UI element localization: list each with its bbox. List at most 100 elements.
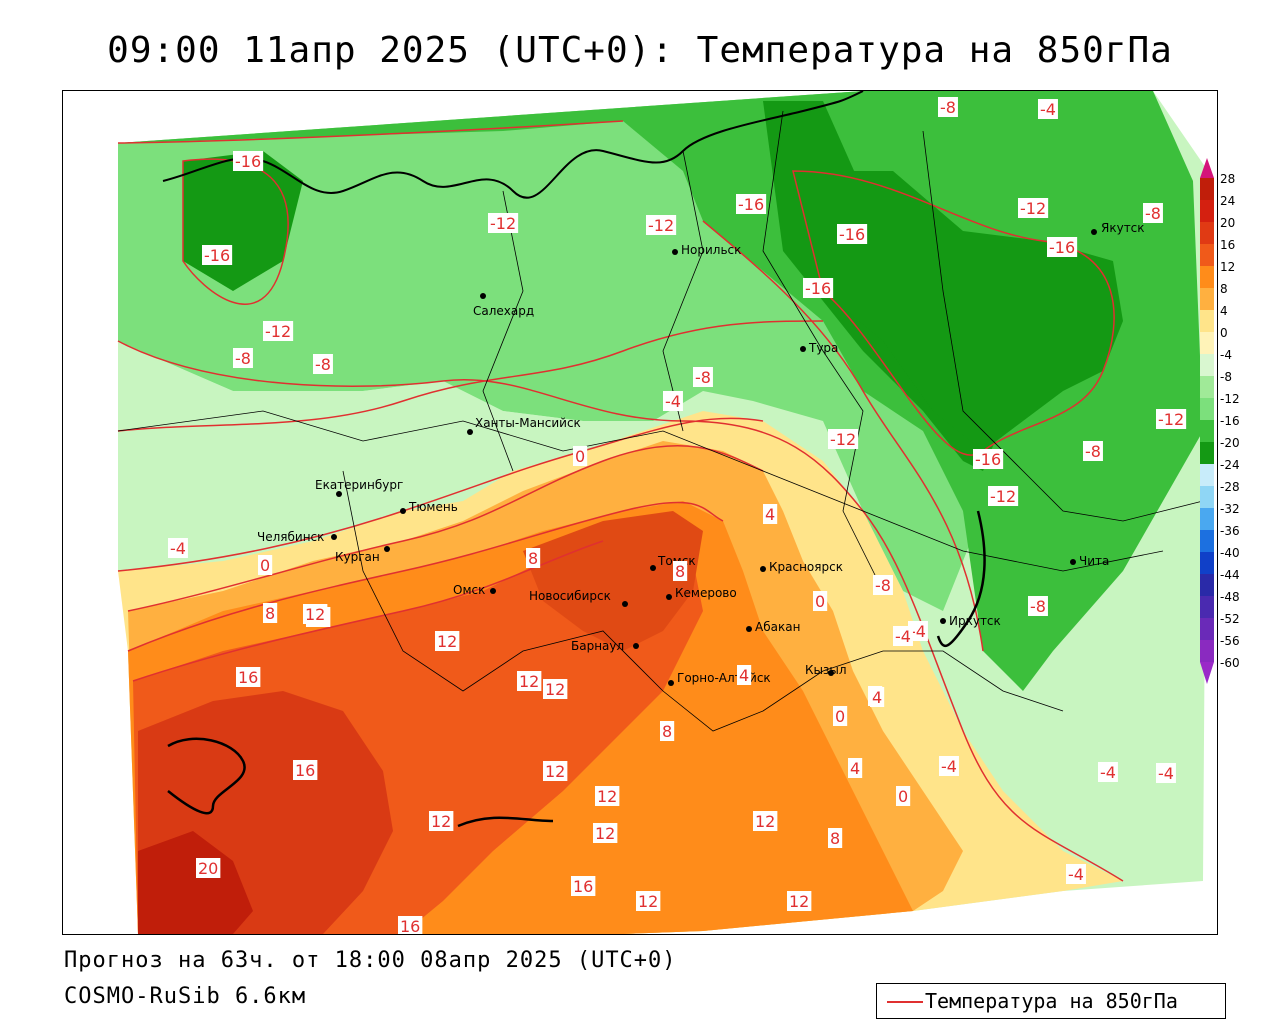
isotherm-label: 4 [870,687,885,707]
isotherm-label: 12 [787,891,812,911]
svg-text:-4: -4 [1158,764,1174,783]
colorbar-label: -8 [1220,370,1232,384]
isotherm-label: -8 [873,575,893,595]
city-label: Тюмень [408,500,458,514]
svg-text:-12: -12 [265,322,291,341]
svg-text:12: 12 [519,672,539,691]
city-label: Красноярск [769,560,843,574]
svg-text:4: 4 [765,505,775,524]
colorbar-label: -56 [1220,634,1240,648]
isotherm-label: 16 [293,760,318,780]
isotherm-label: -8 [313,354,333,374]
border-line [342,470,1064,732]
svg-text:-8: -8 [315,355,331,374]
colorbar-label: -28 [1220,480,1240,494]
isotherm-lines [117,120,1124,882]
isotherm-label: 20 [196,858,221,878]
svg-text:-4: -4 [1068,865,1084,884]
svg-text:-8: -8 [235,349,251,368]
city-chelyabinsk: Челябинск [257,530,337,544]
isotherm-label: 8 [526,548,541,568]
forecast-info: Прогноз на 63ч. от 18:00 08апр 2025 (UTC… [64,948,677,973]
svg-text:-8: -8 [940,98,956,117]
isotherm-label: -4 [1066,864,1086,884]
city-chita: Чита [1070,554,1109,568]
city-label: Якутск [1101,221,1145,235]
colorbar-bottom-arrow [1200,662,1214,684]
city-label: Горно-Алтайск [677,671,771,685]
legend-line-swatch [887,1001,923,1003]
city-abakan: Абакан [746,620,800,634]
colorbar-label: -16 [1220,414,1240,428]
isotherm-line [117,417,764,572]
colorbar-label: 8 [1220,282,1228,296]
colorbar-label: -4 [1220,348,1232,362]
colorbar-label: 16 [1220,238,1235,252]
isotherm-label: 0 [833,706,848,726]
isotherm-label: -16 [1047,237,1078,257]
svg-text:-16: -16 [975,450,1001,469]
lake-balkhash [457,816,554,828]
svg-text:8: 8 [675,562,685,581]
isotherm-label: -4 [1038,99,1058,119]
svg-text:-16: -16 [235,152,261,171]
isotherm-label: -12 [1156,409,1187,429]
lake-baikal [936,510,986,648]
city-label: Тура [808,341,838,355]
isotherm-label: 0 [813,591,828,611]
city-barnaul: Барнаул [571,639,639,653]
isotherm-label: -16 [202,245,233,265]
isotherm-label: 12 [753,811,778,831]
isotherm-label: -4 [1156,763,1176,783]
isotherm-label: 4 [763,504,778,524]
isotherm-label: 4 [737,665,752,685]
isotherm-label: 0 [258,555,273,575]
city-label: Кызыл [805,663,847,677]
border-line [482,190,524,472]
isotherm-label: 12 [543,679,568,699]
city-label: Иркутск [949,614,1001,628]
svg-text:0: 0 [260,556,270,575]
svg-text:12: 12 [305,605,325,624]
city-label: Курган [335,550,380,564]
isotherm-label: -8 [233,348,253,368]
city-irkutsk: Иркутск [940,614,1001,628]
svg-text:8: 8 [528,549,538,568]
isotherm-label: 8 [263,603,278,623]
colorbar-label: 28 [1220,172,1235,186]
isotherm-label: -16 [973,449,1004,469]
isotherm-label: 16 [398,916,423,934]
temperature-fields [118,91,1208,934]
svg-text:-8: -8 [875,576,891,595]
field-red-orange-center [523,511,703,651]
svg-text:12: 12 [437,632,457,651]
colorbar-label: -12 [1220,392,1240,406]
svg-text:-12: -12 [490,214,516,233]
city-label: Салехард [473,304,534,318]
svg-text:-12: -12 [830,430,856,449]
isotherm-label: 12 [543,761,568,781]
svg-text:16: 16 [238,668,258,687]
legend-label: Температура на 850гПа [925,989,1178,1013]
isotherm-label: 12 [435,631,460,651]
svg-text:12: 12 [431,812,451,831]
colorbar-label: -48 [1220,590,1240,604]
isotherm-line [127,501,724,652]
city-krasnoyarsk: Красноярск [760,560,843,574]
svg-text:4: 4 [850,759,860,778]
city-tura: Тура [800,341,838,355]
city-gorno-altaysk: Горно-Алтайск [668,671,771,686]
isotherm-label: -8 [1028,596,1048,616]
colorbar-label: 20 [1220,216,1235,230]
city-label: Екатеринбург [315,478,403,492]
svg-text:4: 4 [739,666,749,685]
city-novosibirsk: Новосибирск [529,589,628,607]
city-khanty-mansiysk: Ханты-Мансийск [467,416,581,435]
city-label: Кемерово [675,586,737,600]
city-label: Омск [453,583,485,597]
cities: Якутск Норильск Салехард Тура Ханты-Манс… [257,221,1145,686]
svg-text:-8: -8 [1030,597,1046,616]
caspian-sea [167,737,246,815]
isotherm-line [117,320,824,432]
svg-text:20: 20 [198,859,218,878]
